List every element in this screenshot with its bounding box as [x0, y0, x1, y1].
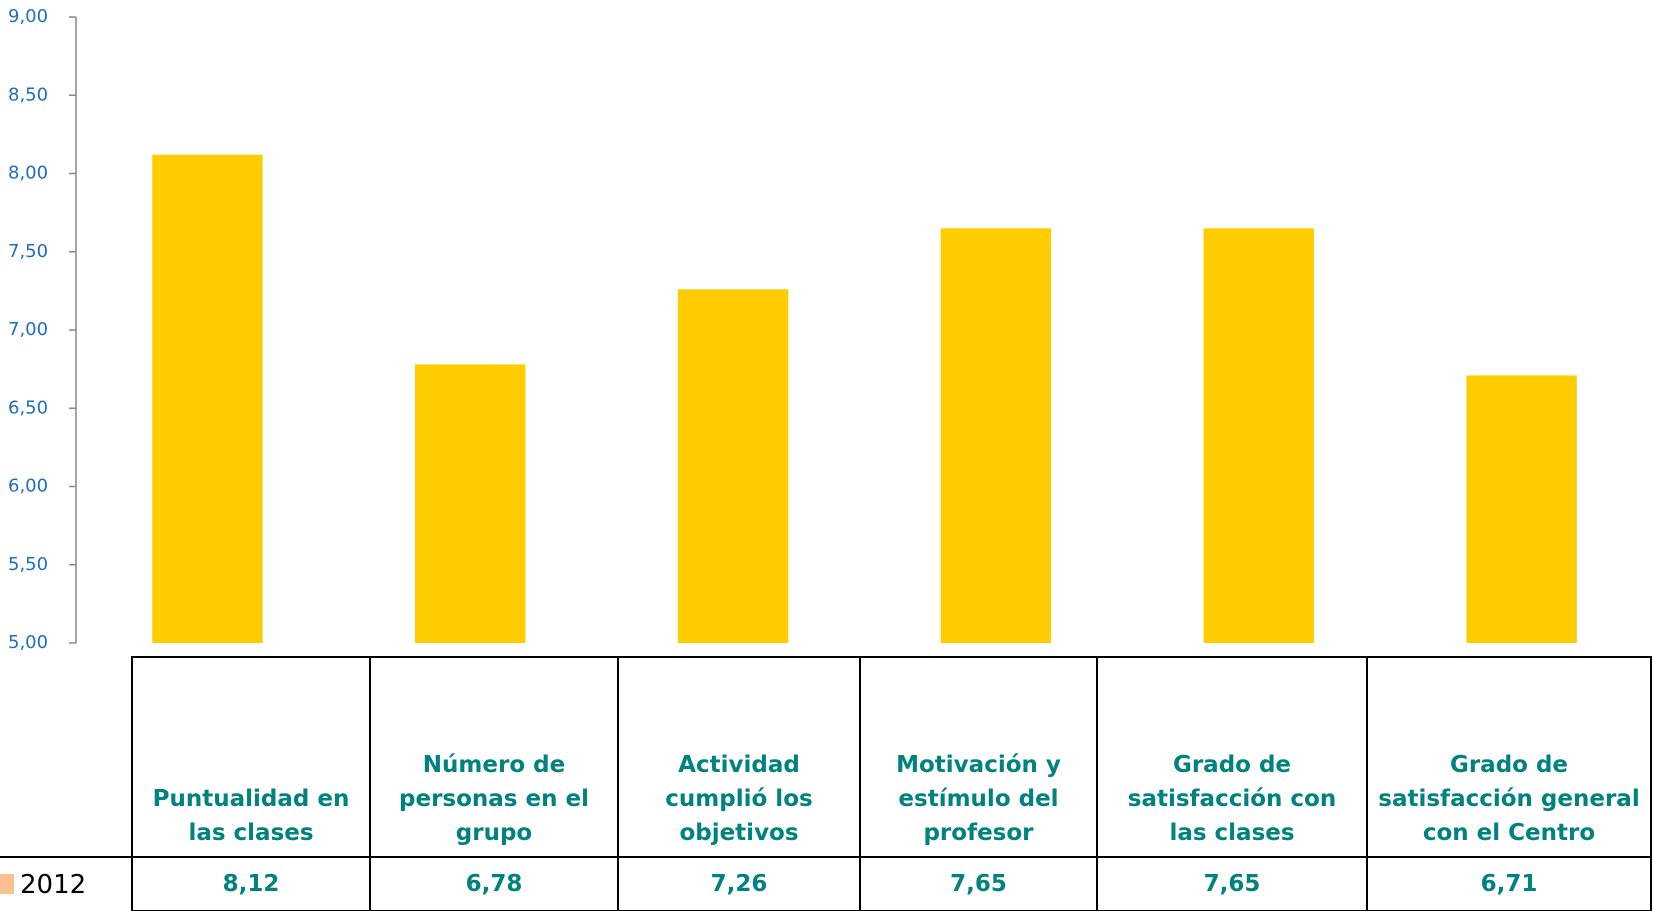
header-row: Puntualidad en las clases Número de perso… — [0, 656, 1652, 858]
legend-swatch — [0, 873, 14, 894]
y-tick-label: 6,50 — [8, 397, 48, 418]
category-label: Grado de satisfacción general con el Cen… — [1366, 656, 1652, 858]
y-tick-label: 8,00 — [8, 163, 48, 184]
y-tick-label: 7,50 — [8, 241, 48, 262]
value-label: 7,65 — [859, 856, 1098, 911]
category-label: Motivación y estímulo del profesor — [859, 656, 1098, 858]
y-tick-label: 5,00 — [8, 632, 48, 653]
chart: 5,00 5,50 6,00 6,50 7,00 7,50 8,00 8,50 9,00 — [8, 6, 1577, 653]
y-tick-label: 9,00 — [8, 6, 48, 27]
bar — [1466, 375, 1577, 643]
bar — [415, 364, 526, 643]
legend-label: 2012 — [20, 869, 87, 900]
value-label: 7,65 — [1096, 856, 1368, 911]
data-table: Puntualidad en las clases Número de perso… — [0, 656, 1652, 911]
category-label: Puntualidad en las clases — [131, 656, 371, 858]
value-label: 6,78 — [369, 856, 619, 911]
category-label: Actividad cumplió los objetivos — [617, 656, 861, 858]
bar — [1203, 228, 1314, 643]
bar — [677, 289, 789, 643]
value-label: 6,71 — [1366, 856, 1652, 911]
y-tick-label: 6,00 — [8, 476, 48, 497]
bar — [940, 228, 1052, 643]
value-label: 8,12 — [131, 856, 371, 911]
value-label: 7,26 — [617, 856, 861, 911]
y-tick-label: 7,00 — [8, 319, 48, 340]
value-row: 2012 8,12 6,78 7,26 7,65 7,65 6,71 — [0, 856, 1652, 911]
category-label: Número de personas en el grupo — [369, 656, 619, 858]
y-tick-label: 5,50 — [8, 554, 48, 575]
category-label: Grado de satisfacción con las clases — [1096, 656, 1368, 858]
corner-cell — [0, 657, 133, 858]
legend-entry: 2012 — [0, 856, 133, 911]
y-tick-label: 8,50 — [8, 84, 48, 105]
bar — [152, 154, 263, 643]
